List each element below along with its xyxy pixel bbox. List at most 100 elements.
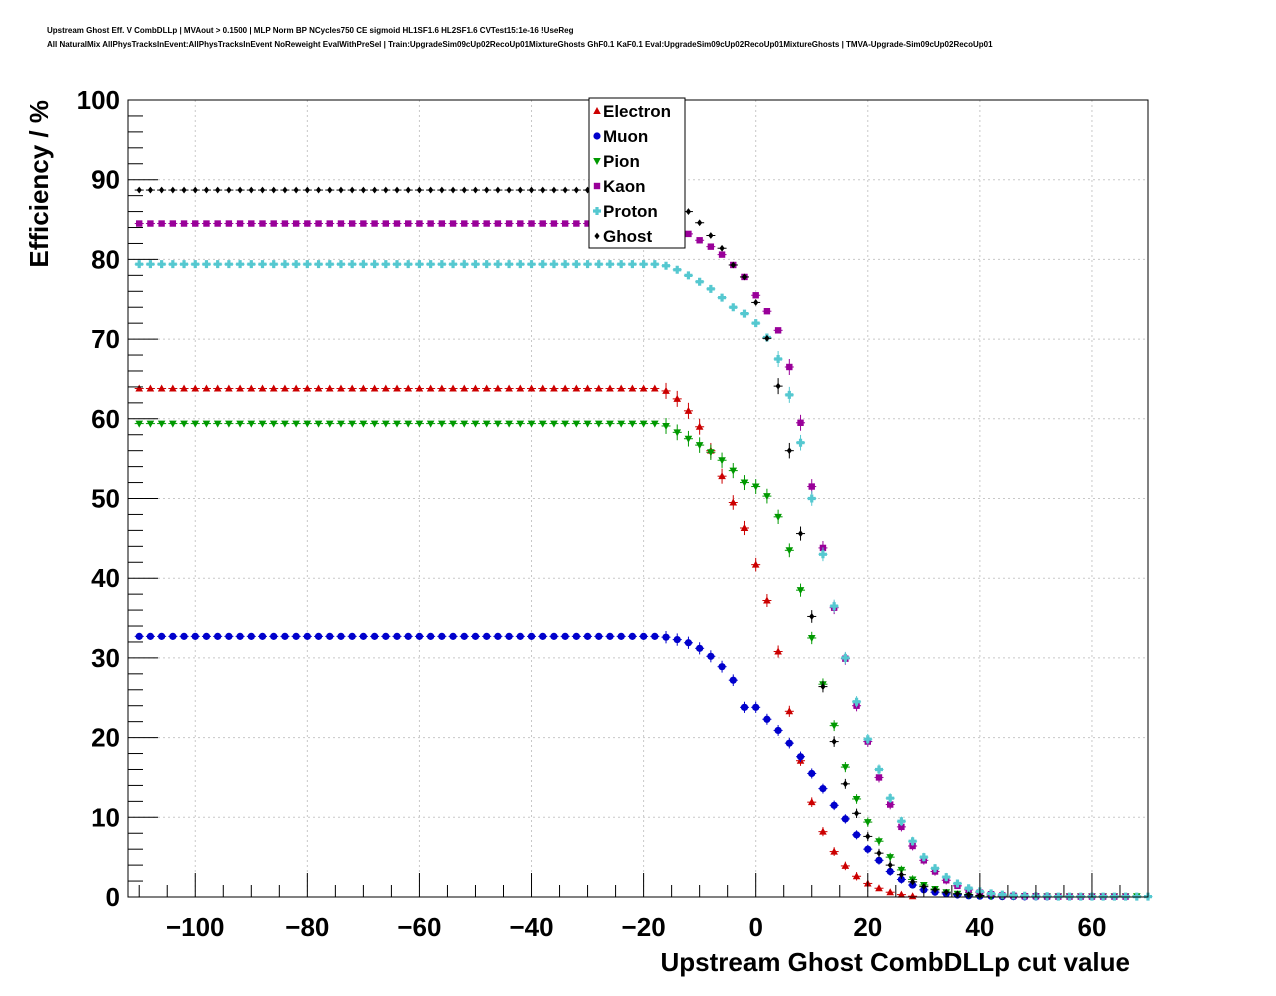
data-point xyxy=(628,260,637,269)
data-point xyxy=(359,260,368,269)
data-point xyxy=(237,186,243,194)
data-point xyxy=(281,384,289,392)
data-point xyxy=(169,420,177,428)
data-point xyxy=(348,220,356,227)
data-point xyxy=(550,632,558,640)
data-point xyxy=(426,384,435,392)
legend-marker-electron xyxy=(593,107,601,114)
data-point xyxy=(886,854,894,862)
x-tick-label: 20 xyxy=(853,912,882,942)
data-point xyxy=(729,676,737,684)
data-point xyxy=(528,186,535,194)
data-point xyxy=(192,186,198,194)
data-point xyxy=(751,560,760,568)
data-point xyxy=(594,420,603,428)
data-point xyxy=(494,420,502,428)
data-point xyxy=(572,420,581,428)
data-point xyxy=(449,260,458,269)
data-point xyxy=(898,871,905,879)
data-point xyxy=(874,765,883,774)
data-point xyxy=(415,384,424,392)
data-point xyxy=(213,260,222,269)
data-point xyxy=(159,186,165,194)
data-point xyxy=(259,186,266,194)
data-point xyxy=(258,384,267,392)
data-point xyxy=(461,186,467,194)
data-point xyxy=(270,632,278,640)
data-point xyxy=(461,220,468,227)
series-pion xyxy=(134,418,1142,901)
data-point xyxy=(192,220,199,227)
data-point xyxy=(404,260,413,269)
data-point xyxy=(751,483,760,491)
data-point xyxy=(270,220,277,227)
data-point xyxy=(370,384,379,392)
data-point xyxy=(516,420,525,428)
data-point xyxy=(292,420,300,428)
data-point xyxy=(527,632,536,640)
y-tick-label: 0 xyxy=(106,882,120,912)
data-point xyxy=(248,220,255,227)
data-point xyxy=(538,384,547,392)
data-point xyxy=(550,420,558,428)
data-point xyxy=(875,838,883,846)
data-point xyxy=(852,795,861,803)
data-point xyxy=(393,260,402,269)
data-point xyxy=(168,260,177,269)
data-point xyxy=(808,483,815,490)
data-point xyxy=(383,186,389,194)
data-point xyxy=(236,260,245,269)
data-point xyxy=(650,260,659,269)
data-point xyxy=(718,472,726,480)
data-point xyxy=(964,884,973,893)
data-point xyxy=(259,220,266,227)
data-point xyxy=(998,890,1007,899)
data-point xyxy=(281,220,289,227)
legend-box xyxy=(588,97,686,249)
data-point xyxy=(224,260,233,269)
data-point xyxy=(707,243,715,250)
data-point xyxy=(617,384,625,392)
data-point xyxy=(516,260,525,269)
data-point xyxy=(753,299,759,306)
data-point xyxy=(303,260,312,269)
data-point xyxy=(516,384,525,392)
data-point xyxy=(583,384,592,392)
data-point xyxy=(258,260,267,269)
data-point xyxy=(348,632,356,640)
x-axis-label: Upstream Ghost CombDLLp cut value xyxy=(661,947,1131,977)
data-point xyxy=(583,260,592,269)
data-point xyxy=(785,707,794,715)
data-point xyxy=(135,260,144,269)
data-point xyxy=(180,220,188,227)
data-point xyxy=(292,220,300,227)
data-point xyxy=(865,833,871,840)
data-point xyxy=(426,260,435,269)
data-point xyxy=(393,384,401,392)
data-point xyxy=(169,220,177,227)
data-point xyxy=(483,220,490,227)
data-point xyxy=(662,386,670,394)
data-point xyxy=(157,260,166,269)
data-point xyxy=(640,632,648,640)
data-point xyxy=(495,186,501,194)
data-point xyxy=(337,220,345,227)
data-point xyxy=(718,293,727,302)
data-point xyxy=(505,420,513,428)
data-point xyxy=(852,697,861,706)
y-tick-label: 60 xyxy=(91,404,120,434)
y-tick-label: 70 xyxy=(91,324,120,354)
data-point xyxy=(831,738,837,745)
data-point xyxy=(203,186,210,194)
data-point xyxy=(349,186,355,194)
data-point xyxy=(741,273,748,281)
data-point xyxy=(225,632,233,640)
data-point xyxy=(697,219,703,227)
legend-marker-proton xyxy=(593,207,602,215)
data-point xyxy=(617,632,625,640)
legend-label-proton: Proton xyxy=(603,202,658,221)
data-point xyxy=(405,186,411,194)
data-point xyxy=(729,467,738,475)
data-point xyxy=(808,769,816,778)
data-point xyxy=(551,186,557,194)
